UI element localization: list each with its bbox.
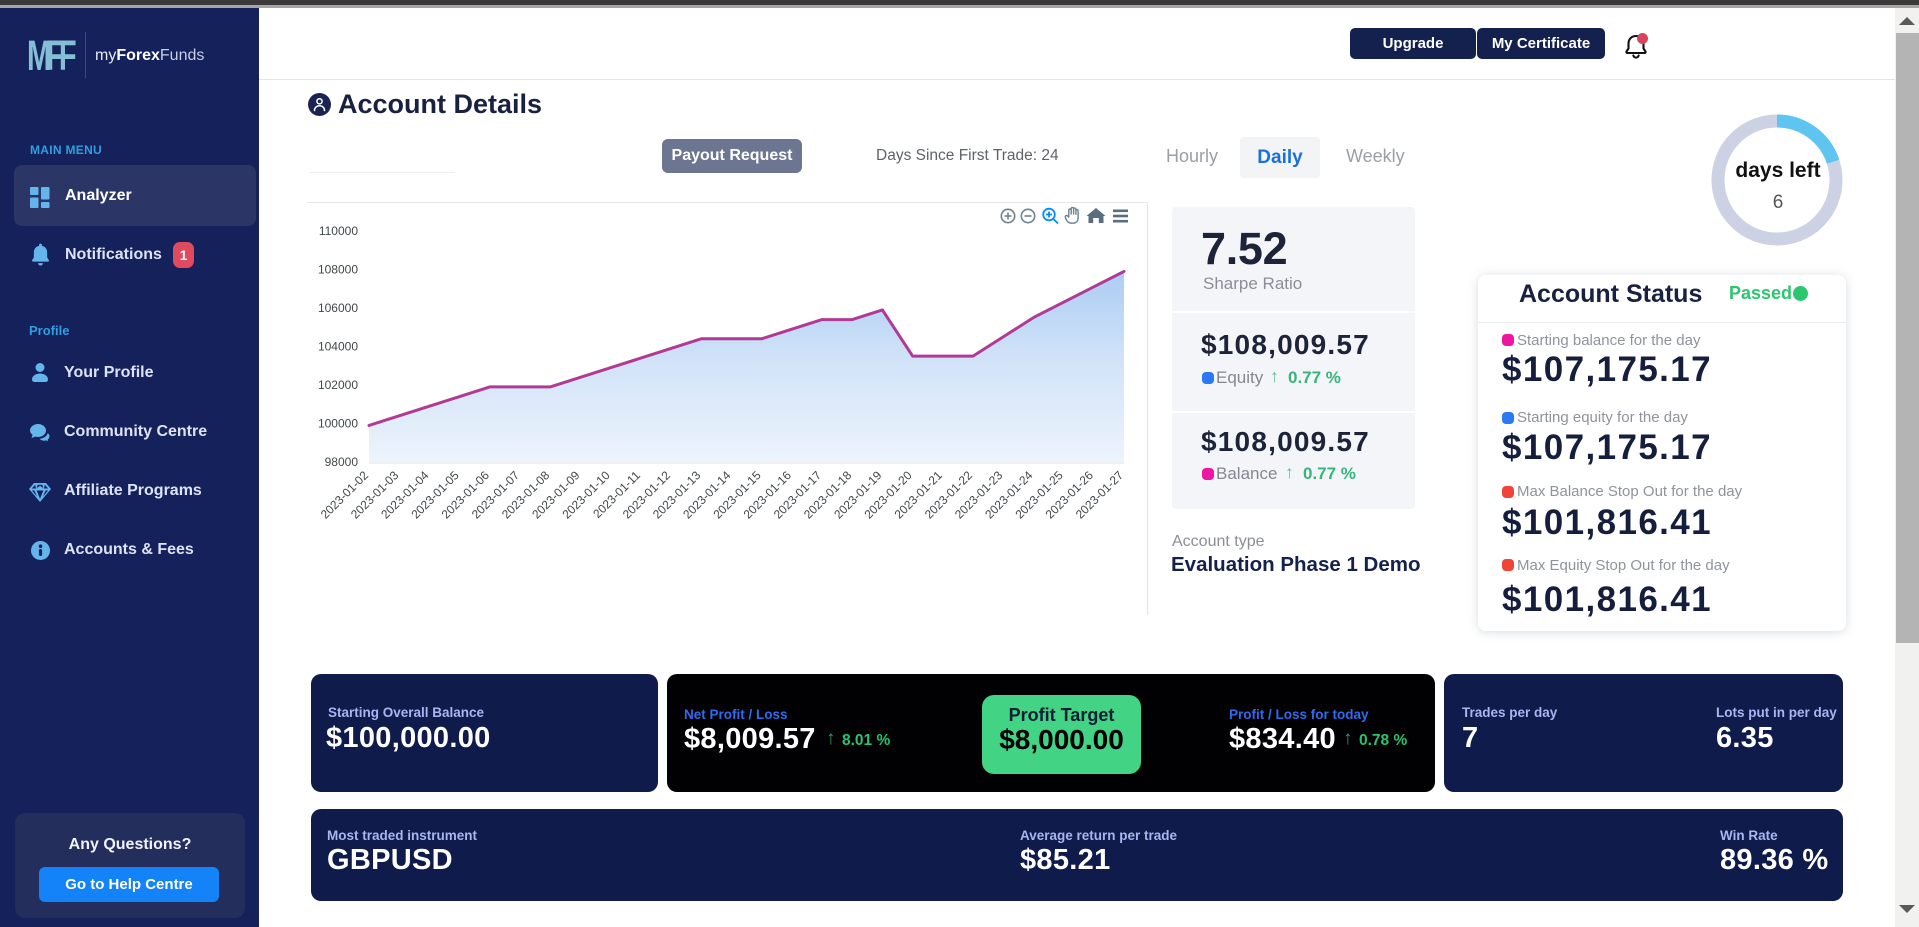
svg-text:102000: 102000 — [318, 378, 358, 392]
svg-text:106000: 106000 — [318, 301, 358, 315]
svg-text:104000: 104000 — [318, 340, 358, 354]
svg-text:110000: 110000 — [319, 224, 358, 238]
svg-text:108000: 108000 — [318, 263, 358, 277]
svg-text:MFF: MFF — [28, 40, 76, 71]
svg-text:100000: 100000 — [318, 417, 358, 431]
svg-text:98000: 98000 — [325, 455, 359, 469]
